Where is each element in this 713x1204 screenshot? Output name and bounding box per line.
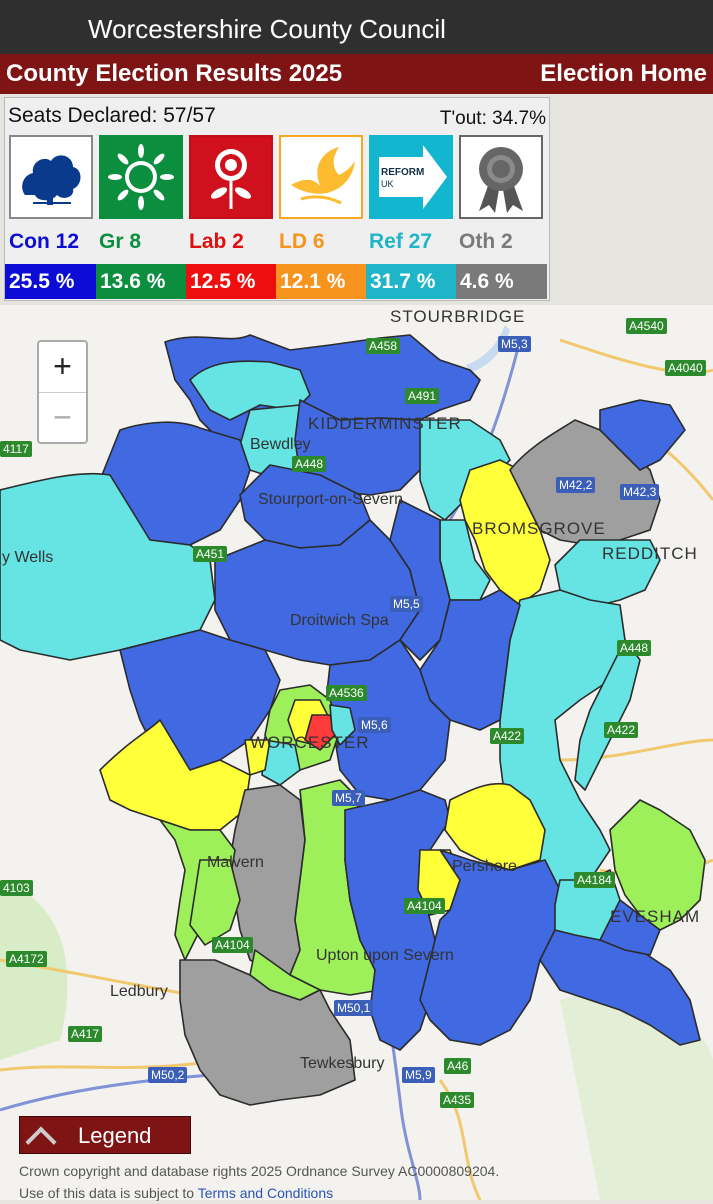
map-label-upton: Upton upon Severn — [316, 947, 454, 964]
road-label: A435 — [440, 1092, 475, 1108]
party-label-oth: Oth 2 — [459, 230, 513, 253]
party-logo-oth[interactable] — [459, 135, 543, 219]
rosette-icon — [479, 147, 523, 213]
tree-icon — [22, 155, 81, 205]
reform-arrow-icon — [371, 137, 451, 217]
road-label: A4540 — [626, 318, 667, 334]
map-label-tewkesbury: Tewkesbury — [300, 1055, 385, 1072]
legend-button[interactable]: Legend — [19, 1116, 191, 1158]
party-share-ld: 12.1 % — [276, 264, 366, 299]
turnout: T'out: 34.7% — [439, 108, 546, 129]
road-label: M5,7 — [332, 790, 365, 806]
zoom-control: + − — [37, 340, 88, 444]
road-label: A4184 — [574, 872, 615, 888]
road-label: A422 — [490, 728, 525, 744]
road-label: 4117 — [0, 441, 32, 457]
map-label-stourbridge: STOURBRIDGE — [390, 307, 526, 326]
map-label-ledbury: Ledbury — [110, 983, 168, 1000]
road-label: A491 — [405, 388, 440, 404]
party-logo-con[interactable] — [9, 135, 93, 219]
road-label: A448 — [617, 640, 652, 656]
map-label-pershore: Pershore — [452, 858, 517, 875]
map-label-worcester: WORCESTER — [250, 733, 370, 752]
road-label: A458 — [366, 338, 401, 354]
attribution-copyright: Crown copyright and database rights 2025… — [19, 1163, 500, 1179]
map-label-bewdley: Bewdley — [250, 436, 311, 453]
party-share-oth: 4.6 % — [456, 264, 547, 299]
road-label: 4103 — [0, 880, 33, 896]
party-logo-ld[interactable] — [279, 135, 363, 219]
road-label: A4536 — [326, 685, 367, 701]
globe-leaves-icon — [101, 137, 181, 217]
party-logo-ref[interactable]: REFORM UK — [369, 135, 453, 219]
road-label: A4104 — [404, 898, 445, 914]
rose-icon — [191, 137, 271, 217]
map-label-wells: y Wells — [2, 549, 54, 566]
road-label: M42,2 — [556, 477, 596, 493]
party-logo-lab[interactable] — [189, 135, 273, 219]
road-label: M5,3 — [498, 336, 531, 352]
party-label-ld: LD 6 — [279, 230, 325, 253]
road-label: M42,3 — [620, 484, 660, 500]
road-label: M5,5 — [390, 596, 423, 612]
party-share-lab: 12.5 % — [186, 264, 276, 299]
results-summary-panel: Seats Declared: 57/57 T'out: 34.7% — [4, 97, 550, 301]
reform-logo-text: REFORM — [381, 167, 425, 178]
map-attribution: Crown copyright and database rights 2025… — [19, 1160, 499, 1204]
terms-link[interactable]: Terms and Conditions — [197, 1185, 334, 1201]
map-canvas — [0, 305, 713, 1200]
page-title: County Election Results 2025 — [6, 60, 343, 87]
app-title-bar: Worcestershire County Council — [0, 0, 713, 54]
party-share-green: 13.6 % — [96, 264, 186, 299]
map-label-stourport: Stourport-on-Severn — [258, 491, 403, 508]
road-label: M5,6 — [358, 717, 391, 733]
road-label: M5,9 — [402, 1067, 435, 1083]
header-bar: County Election Results 2025 Election Ho… — [0, 54, 713, 94]
legend-label: Legend — [78, 1123, 152, 1148]
bird-icon — [291, 147, 355, 205]
road-label: A4104 — [212, 937, 253, 953]
road-label: M50,2 — [148, 1067, 188, 1083]
election-home-link[interactable]: Election Home — [540, 60, 707, 87]
map-label-redditch: REDDITCH — [602, 544, 698, 563]
map-label-kidderminster: KIDDERMINSTER — [308, 414, 462, 433]
results-map[interactable]: STOURBRIDGE KIDDERMINSTER Bewdley Stourp… — [0, 305, 713, 1200]
road-label: A4172 — [6, 951, 47, 967]
chevron-up-icon — [25, 1126, 57, 1158]
road-label: A448 — [292, 456, 327, 472]
road-label: A451 — [193, 546, 228, 562]
party-label-lab: Lab 2 — [189, 230, 244, 253]
party-label-con: Con 12 — [9, 230, 80, 253]
reform-logo-subtext: UK — [381, 179, 394, 189]
map-label-bromsgrove: BROMSGROVE — [472, 519, 606, 538]
road-label: M50,1 — [334, 1000, 374, 1016]
road-label: A4040 — [665, 360, 706, 376]
zoom-in-button[interactable]: + — [39, 342, 86, 393]
party-label-green: Gr 8 — [99, 230, 142, 253]
seats-declared: Seats Declared: 57/57 — [8, 104, 216, 127]
map-label-malvern: Malvern — [207, 854, 264, 871]
map-label-droitwich: Droitwich Spa — [290, 612, 389, 629]
party-share-ref: 31.7 % — [366, 264, 456, 299]
road-label: A46 — [444, 1058, 472, 1074]
zoom-out-button[interactable]: − — [53, 399, 72, 435]
road-label: A417 — [68, 1026, 103, 1042]
map-label-evesham: EVESHAM — [610, 907, 701, 926]
party-logo-green[interactable] — [99, 135, 183, 219]
party-label-ref: Ref 27 — [369, 230, 433, 253]
app-title: Worcestershire County Council — [88, 14, 446, 44]
road-label: A422 — [604, 722, 639, 738]
attribution-prefix: Use of this data is subject to — [19, 1185, 198, 1201]
party-share-con: 25.5 % — [5, 264, 96, 299]
